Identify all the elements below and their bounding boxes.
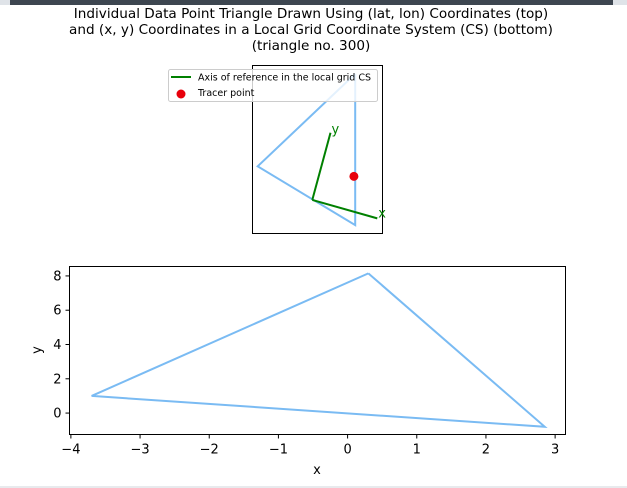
y-tick-label: 2: [53, 372, 61, 387]
y-tick-label: 4: [53, 338, 61, 353]
legend-tracer-swatch: [176, 89, 186, 99]
x-tick-label: −3: [130, 443, 149, 458]
y-tick-label: 0: [53, 407, 61, 422]
y-tick-label: 8: [53, 269, 61, 284]
tracer-point: [349, 171, 359, 181]
top-panel: xy Axis of reference in the local grid C…: [168, 65, 386, 234]
window-top-bar: [0, 0, 627, 5]
y-axis-label: y: [30, 346, 45, 354]
window-corner-right: [613, 0, 627, 5]
bottom-triangle-outline: [91, 272, 548, 428]
x-tick-label: 3: [551, 443, 559, 458]
window-corner-left: [0, 0, 10, 5]
axis-ref-y-label: y: [332, 123, 340, 138]
axis-ref-x-label: x: [378, 206, 386, 221]
bottom-panel: −4 −3 −2 −1 0 1 2 3 0 2 4 6 8 x y: [30, 266, 566, 478]
axis-ref-x-line: [312, 198, 378, 220]
bottom-panel-content: −4 −3 −2 −1 0 1 2 3 0 2 4 6 8: [53, 269, 559, 457]
legend-box: [168, 69, 378, 102]
legend: Axis of reference in the local grid CS T…: [168, 69, 378, 102]
x-axis-label: x: [313, 463, 321, 478]
x-tick-label: −4: [61, 443, 80, 458]
top-triangle-outline: [256, 73, 357, 227]
y-tick-label: 6: [53, 304, 61, 319]
top-panel-frame: [252, 65, 383, 234]
page-bottom-edge: [0, 486, 627, 488]
x-tick-label: −1: [269, 443, 288, 458]
x-tick-label: 1: [413, 443, 421, 458]
legend-entry-axis-ref: Axis of reference in the local grid CS: [198, 73, 371, 84]
legend-entry-tracer: Tracer point: [197, 88, 255, 99]
x-tick-label: −2: [200, 443, 219, 458]
top-panel-content: xy: [256, 73, 386, 227]
bottom-panel-frame: [69, 266, 566, 435]
axis-ref-y-line: [311, 132, 332, 201]
figure-title: Individual Data Point Triangle Drawn Usi…: [69, 6, 553, 54]
x-tick-label: 0: [343, 443, 351, 458]
x-tick-label: 2: [482, 443, 490, 458]
